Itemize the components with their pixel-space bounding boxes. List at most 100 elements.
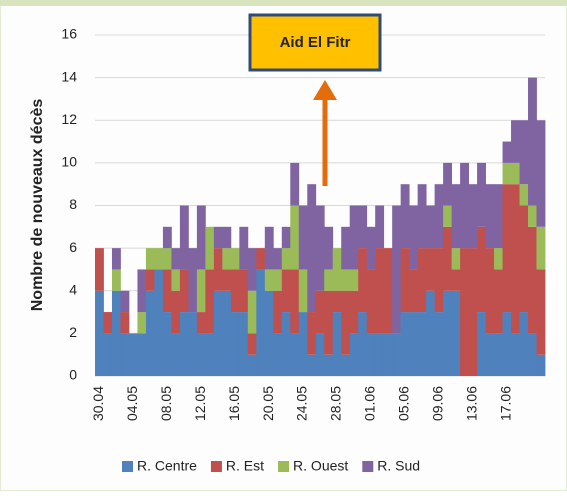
bar-segment — [281, 269, 291, 313]
bar-segment — [417, 184, 427, 249]
bar-segment — [451, 248, 461, 270]
bar-segment — [315, 205, 325, 291]
bar-segment — [230, 269, 240, 313]
bar-segment — [511, 120, 520, 163]
bar-segment — [443, 205, 453, 227]
bar-segment — [332, 290, 342, 313]
bar-segment — [485, 248, 495, 334]
bar-segment — [162, 312, 172, 376]
bar-segment — [451, 184, 461, 249]
x-tick-label: 20.05 — [260, 386, 276, 421]
bar-segment — [281, 312, 291, 376]
y-tick-label: 2 — [69, 324, 77, 340]
bar-segment — [222, 269, 232, 291]
bar-segment — [409, 269, 419, 313]
bar-segment — [383, 248, 393, 334]
bar-segment — [332, 248, 342, 291]
bar-segment — [239, 226, 249, 270]
bar-segment — [375, 333, 385, 376]
bar-segment — [392, 333, 402, 376]
bar-segment — [213, 248, 223, 291]
bar-segment — [536, 269, 546, 355]
legend-label: R. Ouest — [293, 458, 348, 474]
x-tick-label: 13.06 — [464, 386, 480, 421]
bar-segment — [451, 269, 461, 291]
bar-segment — [145, 290, 155, 376]
bar-segment — [375, 205, 385, 249]
bar-segment — [366, 333, 376, 376]
bar-segment — [179, 205, 189, 270]
bar-segment — [460, 248, 469, 376]
bar-segment — [162, 269, 172, 313]
bar-segment — [511, 333, 520, 376]
bar-segment — [120, 333, 130, 376]
bar-segment — [511, 162, 520, 185]
bar-segment — [392, 205, 402, 334]
bar-segment — [494, 248, 503, 270]
bar-segment — [349, 205, 359, 270]
bar-segment — [290, 162, 300, 206]
bar-segment — [162, 248, 172, 270]
bar-segment — [426, 290, 436, 376]
bar-segment — [145, 269, 155, 291]
legend-swatch — [122, 461, 133, 472]
bar-segment — [417, 248, 427, 313]
bar-segment — [307, 354, 317, 376]
bar-segment — [341, 290, 351, 355]
bar-segment — [205, 226, 215, 270]
bar-segment — [264, 226, 274, 270]
y-tick-label: 14 — [61, 68, 77, 84]
bar-segment — [137, 312, 147, 334]
bar-segment — [247, 333, 257, 355]
annotation-arrowhead — [313, 80, 337, 100]
y-tick-label: 16 — [61, 26, 77, 42]
bar-segment — [111, 248, 121, 270]
bar-segment — [230, 248, 240, 270]
bar-segment — [417, 312, 427, 376]
bar-segment — [145, 248, 155, 270]
bar-segment — [196, 312, 206, 334]
bar-segment — [171, 269, 181, 291]
bar-segment — [137, 333, 147, 376]
bar-segment — [341, 354, 351, 376]
bar-segment — [128, 333, 138, 376]
bar-segment — [451, 290, 461, 376]
bar-segment — [468, 248, 478, 376]
bar-segment — [358, 312, 368, 376]
bar-segment — [205, 269, 215, 334]
bar-segment — [434, 184, 444, 249]
bar-segment — [95, 290, 104, 376]
bar-segment — [264, 269, 274, 291]
bar-segment — [179, 312, 189, 376]
bar-segment — [477, 162, 486, 227]
bar-segment — [400, 184, 410, 249]
bar-segment — [307, 312, 317, 355]
bar-segment — [349, 269, 359, 291]
bar-segment — [230, 312, 240, 376]
legend-swatch — [278, 461, 290, 472]
bar-segment — [341, 269, 351, 291]
y-tick-label: 12 — [61, 111, 77, 127]
bar-segment — [315, 290, 325, 334]
bar-segment — [273, 290, 283, 334]
bar-segment — [434, 312, 444, 376]
bar-segment — [222, 290, 232, 376]
bar-segment — [485, 333, 495, 376]
bar-segment — [460, 162, 469, 249]
bar-segment — [324, 290, 334, 355]
bar-segment — [281, 248, 291, 270]
top-strip — [0, 0, 567, 6]
bar-segment — [494, 333, 503, 376]
bar-segment — [239, 312, 249, 376]
x-tick-label: 24.05 — [294, 386, 310, 421]
bar-segment — [247, 248, 257, 291]
bar-segment — [502, 141, 512, 163]
y-axis-label: Nombre de nouveaux décès — [29, 99, 46, 312]
bar-segment — [205, 333, 215, 376]
bar-segment — [536, 226, 546, 270]
bar-segment — [103, 333, 113, 376]
bar-segment — [349, 333, 359, 376]
bar-segment — [171, 290, 181, 334]
bar-segment — [477, 312, 486, 376]
